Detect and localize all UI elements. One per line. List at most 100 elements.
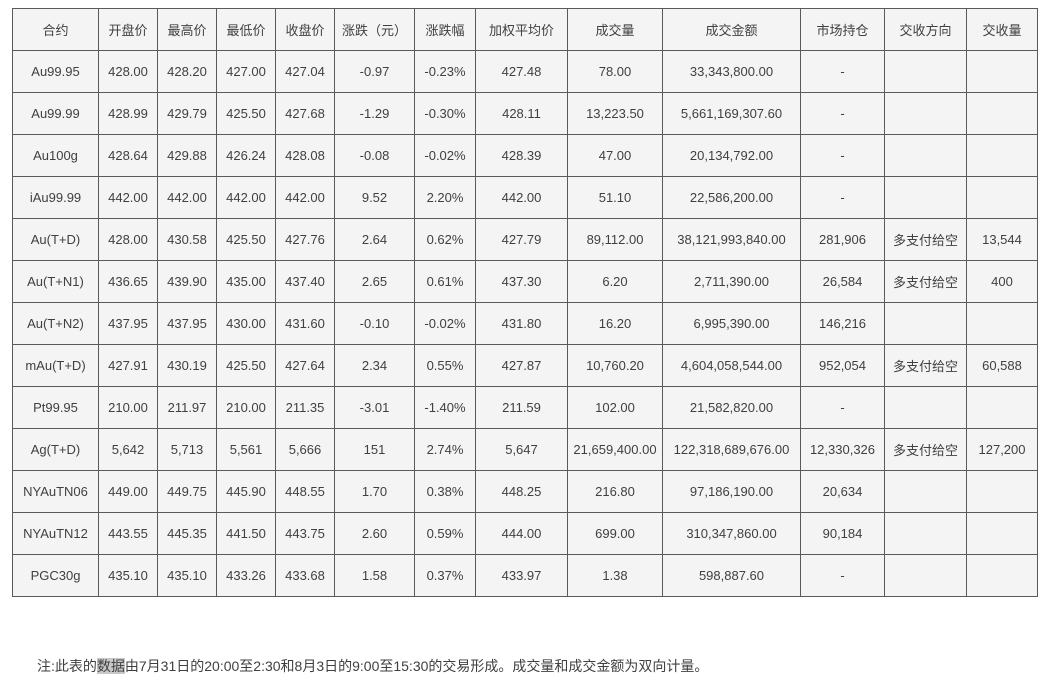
column-header: 成交量 <box>567 8 663 51</box>
value-cell: 5,642 <box>98 428 158 471</box>
value-cell: - <box>800 50 885 93</box>
value-cell: 2.65 <box>334 260 415 303</box>
value-cell: 425.50 <box>216 218 276 261</box>
value-cell: 598,887.60 <box>662 554 801 597</box>
value-cell: 0.61% <box>414 260 476 303</box>
value-cell: 400 <box>966 260 1038 303</box>
value-cell: 12,330,326 <box>800 428 885 471</box>
value-cell: 425.50 <box>216 344 276 387</box>
value-cell <box>966 302 1038 345</box>
value-cell: 多支付给空 <box>884 344 967 387</box>
value-cell: 437.40 <box>275 260 335 303</box>
value-cell: 多支付给空 <box>884 428 967 471</box>
value-cell: 435.10 <box>98 554 158 597</box>
value-cell: 4,604,058,544.00 <box>662 344 801 387</box>
value-cell: 427.68 <box>275 92 335 135</box>
value-cell: - <box>800 134 885 177</box>
value-cell: 427.91 <box>98 344 158 387</box>
table-row: NYAuTN06 449.00 449.75 445.90 448.55 1.70 0.38… <box>12 470 1038 513</box>
value-cell: 427.79 <box>475 218 568 261</box>
value-cell: 1.58 <box>334 554 415 597</box>
value-cell: -0.97 <box>334 50 415 93</box>
value-cell: 151 <box>334 428 415 471</box>
table-row: Au(T+D) 428.00 430.58 425.50 427.76 2.64 0.62%… <box>12 218 1038 261</box>
value-cell <box>884 92 967 135</box>
value-cell <box>966 134 1038 177</box>
value-cell: 5,661,169,307.60 <box>662 92 801 135</box>
value-cell: 0.38% <box>414 470 476 513</box>
value-cell: - <box>800 554 885 597</box>
column-header: 最高价 <box>157 8 217 51</box>
contract-cell: Au(T+N2) <box>12 302 99 345</box>
value-cell: 433.97 <box>475 554 568 597</box>
table-row: PGC30g 435.10 435.10 433.26 433.68 1.58 0.37% 4… <box>12 554 1038 597</box>
value-cell: 2.20% <box>414 176 476 219</box>
contract-cell: Pt99.95 <box>12 386 99 429</box>
value-cell: 210.00 <box>216 386 276 429</box>
value-cell: 2.34 <box>334 344 415 387</box>
column-header: 开盘价 <box>98 8 158 51</box>
value-cell: 441.50 <box>216 512 276 555</box>
value-cell: 210.00 <box>98 386 158 429</box>
value-cell <box>966 554 1038 597</box>
value-cell: 122,318,689,676.00 <box>662 428 801 471</box>
column-header: 交收方向 <box>884 8 967 51</box>
value-cell: 21,659,400.00 <box>567 428 663 471</box>
value-cell: 430.58 <box>157 218 217 261</box>
value-cell: 442.00 <box>475 176 568 219</box>
table-row: mAu(T+D) 427.91 430.19 425.50 427.64 2.34 0.55… <box>12 344 1038 387</box>
value-cell: 多支付给空 <box>884 260 967 303</box>
value-cell: 428.39 <box>475 134 568 177</box>
value-cell <box>884 134 967 177</box>
value-cell: 443.55 <box>98 512 158 555</box>
value-cell <box>884 470 967 513</box>
value-cell: 427.76 <box>275 218 335 261</box>
value-cell: 428.00 <box>98 50 158 93</box>
value-cell: 428.00 <box>98 218 158 261</box>
value-cell: 5,713 <box>157 428 217 471</box>
value-cell: -0.02% <box>414 302 476 345</box>
value-cell: 310,347,860.00 <box>662 512 801 555</box>
value-cell: 437.95 <box>98 302 158 345</box>
value-cell: 427.48 <box>475 50 568 93</box>
value-cell: -0.08 <box>334 134 415 177</box>
column-header: 涨跌（元） <box>334 8 415 51</box>
value-cell: 442.00 <box>157 176 217 219</box>
footnote: 注:此表的数据由7月31日的20:00至2:30和8月3日的9:00至15:30… <box>37 656 708 676</box>
value-cell: 429.88 <box>157 134 217 177</box>
table-row: Ag(T+D) 5,642 5,713 5,561 5,666 151 2.74% 5,647… <box>12 428 1038 471</box>
header-row: 合约 开盘价 最高价 最低价 收盘价 涨跌（元） 涨跌幅 加权平均价 成交量 成交金额 市场持仓 交收… <box>12 8 1038 51</box>
value-cell <box>884 554 967 597</box>
value-cell: -3.01 <box>334 386 415 429</box>
value-cell: 439.90 <box>157 260 217 303</box>
value-cell: 10,760.20 <box>567 344 663 387</box>
column-header: 最低价 <box>216 8 276 51</box>
value-cell: 445.35 <box>157 512 217 555</box>
value-cell: 13,544 <box>966 218 1038 261</box>
value-cell: 435.00 <box>216 260 276 303</box>
table-row: Pt99.95 210.00 211.97 210.00 211.35 -3.01 -1.4… <box>12 386 1038 429</box>
column-header: 收盘价 <box>275 8 335 51</box>
footnote-highlighted-text: 数据 <box>96 658 125 674</box>
value-cell: -1.29 <box>334 92 415 135</box>
value-cell: 442.00 <box>216 176 276 219</box>
value-cell: 431.80 <box>475 302 568 345</box>
value-cell: 146,216 <box>800 302 885 345</box>
value-cell: 78.00 <box>567 50 663 93</box>
value-cell <box>884 386 967 429</box>
value-cell: 449.00 <box>98 470 158 513</box>
value-cell: 38,121,993,840.00 <box>662 218 801 261</box>
value-cell <box>884 302 967 345</box>
value-cell: 435.10 <box>157 554 217 597</box>
value-cell: 427.04 <box>275 50 335 93</box>
value-cell: 216.80 <box>567 470 663 513</box>
value-cell: 427.64 <box>275 344 335 387</box>
value-cell: 428.08 <box>275 134 335 177</box>
value-cell: 444.00 <box>475 512 568 555</box>
contract-cell: Au99.95 <box>12 50 99 93</box>
value-cell: 0.59% <box>414 512 476 555</box>
value-cell: 425.50 <box>216 92 276 135</box>
value-cell: 449.75 <box>157 470 217 513</box>
contract-cell: Au(T+D) <box>12 218 99 261</box>
value-cell: 47.00 <box>567 134 663 177</box>
